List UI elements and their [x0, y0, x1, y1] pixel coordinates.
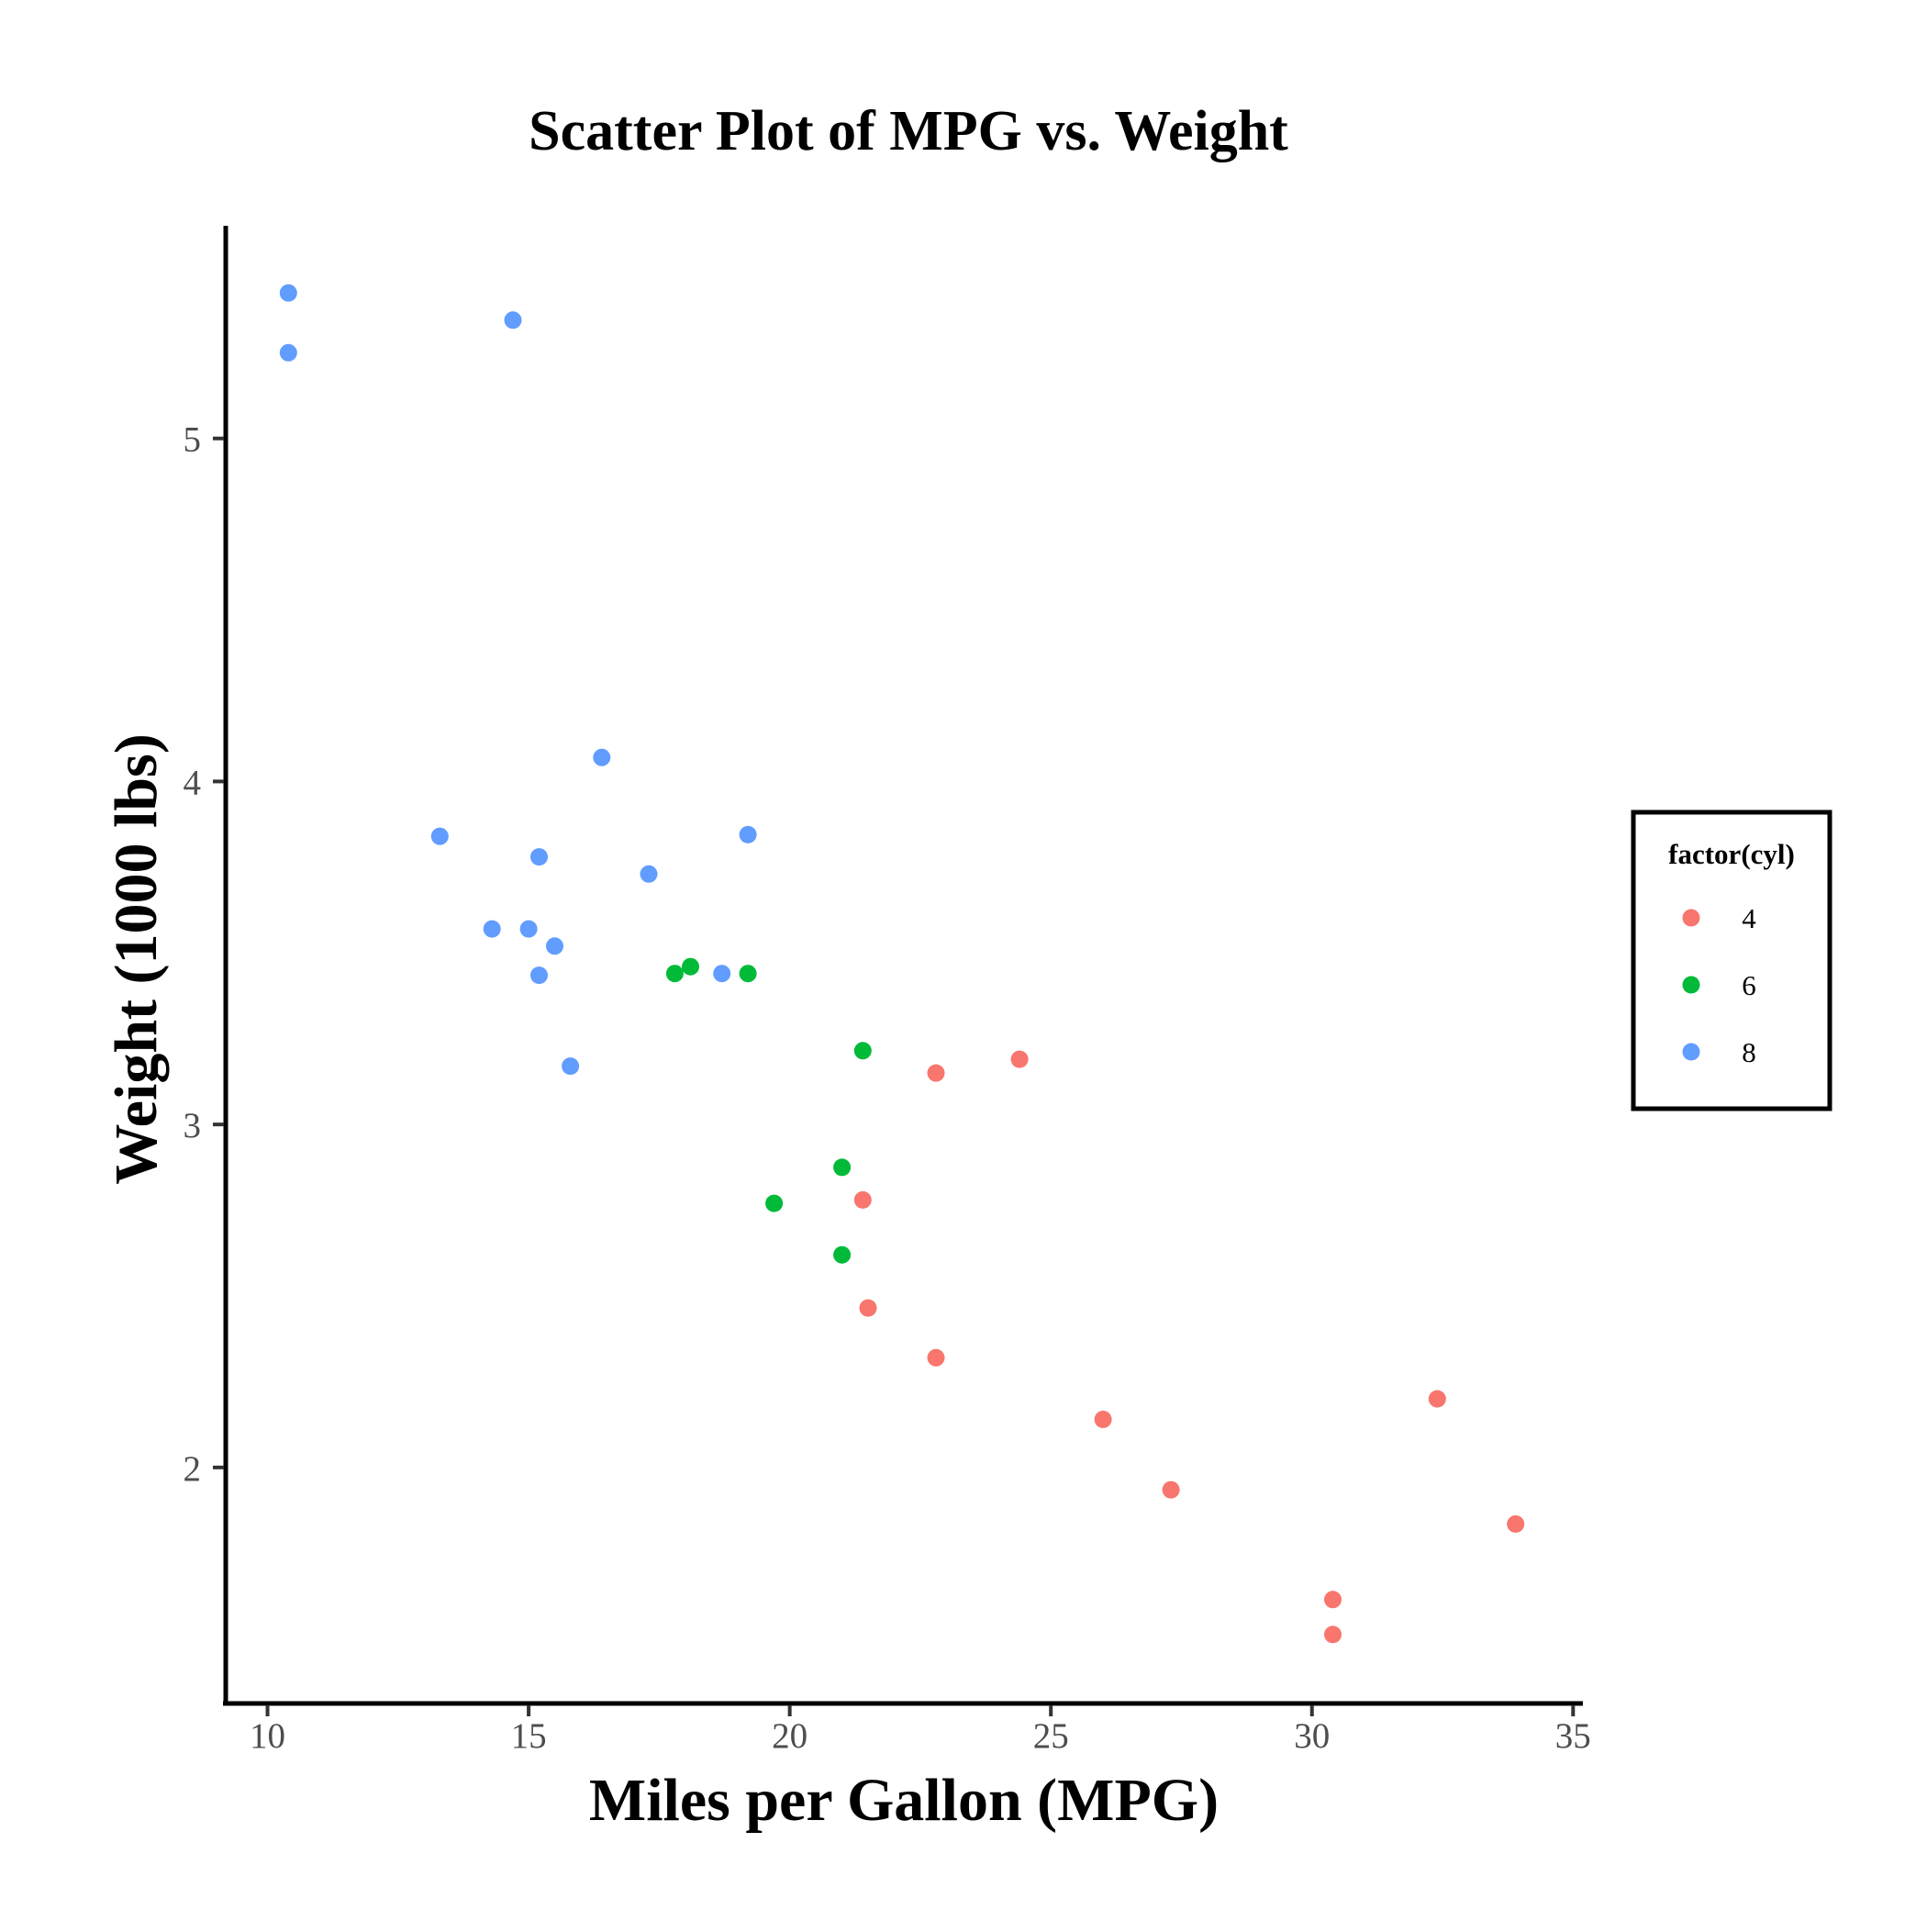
data-point	[713, 965, 731, 983]
data-point	[833, 1158, 852, 1177]
legend-label: 6	[1742, 969, 1756, 1001]
data-point	[765, 1194, 784, 1212]
data-point	[483, 920, 501, 938]
data-point	[562, 1057, 580, 1076]
x-axis-title: Miles per Gallon (MPG)	[589, 1767, 1219, 1834]
y-tick-label: 5	[184, 420, 202, 460]
data-point	[279, 284, 297, 302]
data-point	[1162, 1480, 1180, 1499]
data-point	[859, 1299, 877, 1317]
x-tick-label: 25	[1033, 1716, 1069, 1756]
series-6	[665, 957, 872, 1264]
data-point	[519, 920, 538, 938]
legend-key	[1682, 1043, 1700, 1061]
data-point	[853, 1042, 872, 1060]
data-point	[739, 965, 757, 983]
x-tick-label: 10	[250, 1716, 285, 1756]
legend-key	[1682, 909, 1700, 927]
data-point	[640, 865, 658, 883]
data-point	[853, 1190, 872, 1209]
legend-item-8: 8	[1682, 1036, 1756, 1068]
data-point	[530, 966, 548, 985]
data-point	[593, 748, 611, 766]
plot-area	[279, 284, 1525, 1644]
data-point	[833, 1245, 852, 1264]
legend-box	[1631, 810, 1832, 1111]
legend-items: 4 6 8	[1682, 902, 1756, 1068]
data-point	[1507, 1515, 1525, 1533]
data-point	[504, 311, 522, 329]
y-tick-label: 4	[184, 763, 202, 802]
y-axis: 2 3 4 5	[184, 420, 224, 1489]
series-8	[279, 284, 757, 1076]
data-point	[530, 848, 548, 866]
data-point	[546, 937, 563, 955]
legend-label: 4	[1742, 902, 1756, 934]
legend-item-4: 4	[1682, 902, 1756, 934]
data-point	[1324, 1591, 1342, 1609]
data-point	[682, 957, 699, 976]
legend-title: factor(cyl)	[1668, 838, 1795, 870]
legend-item-6: 6	[1682, 969, 1756, 1001]
data-point	[1010, 1050, 1029, 1068]
data-point	[1428, 1390, 1446, 1408]
data-point	[927, 1064, 945, 1082]
x-axis: 10 15 20 25 30 35	[250, 1705, 1591, 1756]
y-tick-label: 3	[184, 1106, 202, 1145]
chart-title: Scatter Plot of MPG vs. Weight	[529, 100, 1288, 162]
x-tick-label: 30	[1294, 1716, 1330, 1756]
legend: factor(cyl) 4 6 8	[1631, 810, 1832, 1111]
data-point	[927, 1348, 945, 1367]
y-tick-label: 2	[184, 1449, 202, 1489]
legend-label: 8	[1742, 1036, 1756, 1068]
data-point	[665, 965, 684, 983]
x-tick-label: 15	[511, 1716, 547, 1756]
x-tick-label: 20	[772, 1716, 808, 1756]
data-point	[739, 825, 757, 843]
data-point	[1324, 1625, 1342, 1644]
x-tick-label: 35	[1555, 1716, 1591, 1756]
data-point	[279, 343, 297, 362]
series-4	[853, 1050, 1525, 1644]
y-axis-title: Weight (1000 lbs)	[103, 733, 170, 1184]
data-point	[1094, 1411, 1112, 1428]
legend-key	[1682, 976, 1700, 994]
data-point	[430, 827, 449, 845]
